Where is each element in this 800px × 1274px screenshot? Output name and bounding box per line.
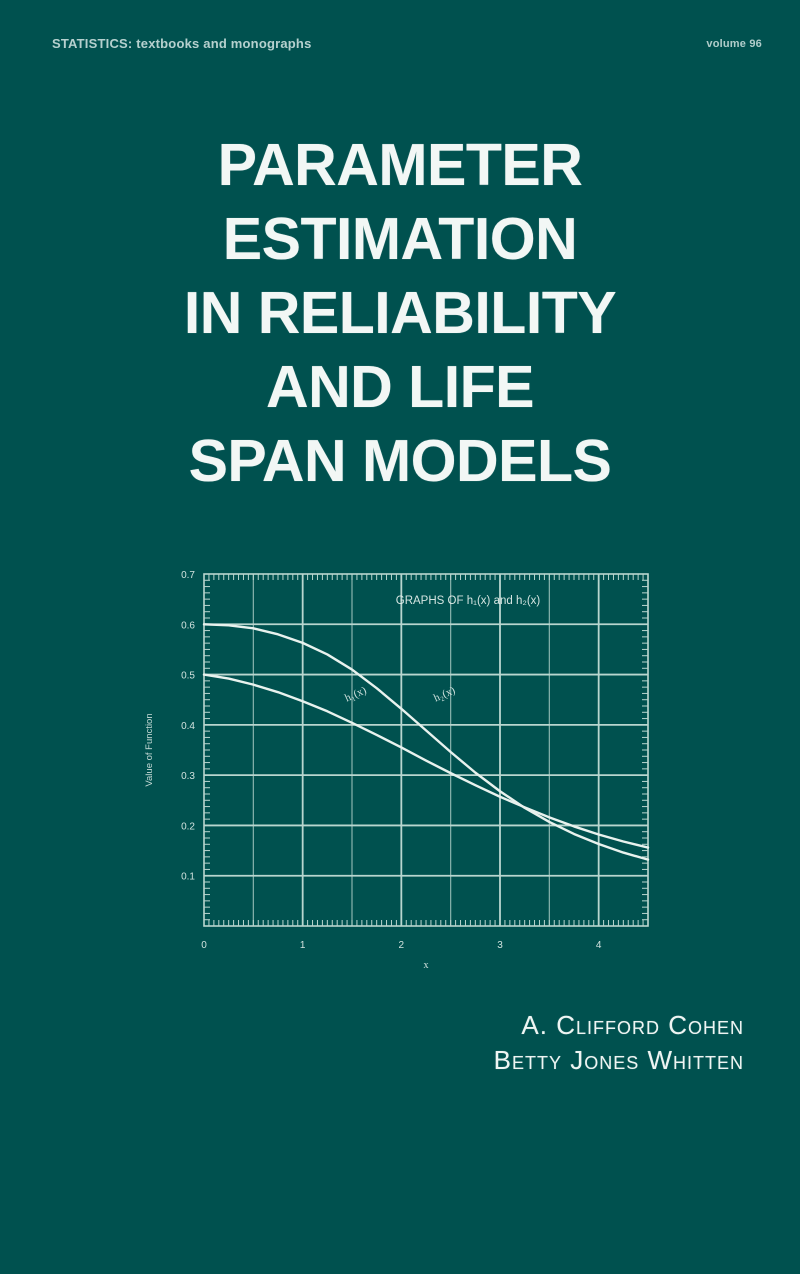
- title-line-1: PARAMETER: [217, 132, 583, 198]
- series-title: STATISTICS: textbooks and monographs: [52, 36, 312, 51]
- title-line-4: AND LIFE: [265, 354, 535, 420]
- y-axis-label: Value of Function: [144, 713, 155, 786]
- x-axis-label: x: [424, 960, 429, 971]
- cover-chart: h₁(x) h₂(x) GRAPHS OF h₁(x) and h₂(x) 0.1 0.…: [130, 558, 670, 978]
- author-block: A. Clifford Cohen Betty Jones Whitten: [494, 1008, 744, 1078]
- x-tick-label: 4: [596, 940, 602, 951]
- data-curve-1: [202, 673, 650, 849]
- title-line-5: SPAN MODELS: [188, 428, 612, 494]
- x-tick-label: 1: [300, 940, 306, 951]
- y-tick-label: 0.7: [181, 570, 195, 581]
- y-tick-label: 0.3: [181, 771, 195, 782]
- x-tick-label: 3: [497, 940, 503, 951]
- x-tick-label: 2: [399, 940, 405, 951]
- title-line-2: ESTIMATION: [222, 206, 578, 272]
- y-tick-label: 0.4: [181, 721, 195, 732]
- curve-label-2: h₂(x): [432, 684, 457, 704]
- data-curve-2: [202, 623, 650, 861]
- chart-title: GRAPHS OF h₁(x) and h₂(x): [396, 595, 541, 607]
- x-tick-label: 0: [201, 940, 207, 951]
- author-name-1: A. Clifford Cohen: [521, 1010, 744, 1040]
- plot-frame: [203, 573, 649, 927]
- y-tick-label: 0.2: [181, 821, 195, 832]
- series-header: STATISTICS: textbooks and monographs vol…: [0, 36, 800, 60]
- y-tick-label: 0.1: [181, 872, 195, 883]
- volume-number: volume 96: [706, 38, 762, 50]
- chart-svg: h₁(x) h₂(x) GRAPHS OF h₁(x) and h₂(x) 0.1 0.…: [144, 570, 650, 971]
- y-tick-label: 0.6: [181, 620, 195, 631]
- curve-label-1: h₁(x): [343, 684, 368, 704]
- y-tick-label: 0.5: [181, 671, 195, 682]
- book-title: PARAMETER ESTIMATION IN RELIABILITY AND …: [0, 128, 800, 498]
- title-line-3: IN RELIABILITY: [183, 280, 617, 346]
- author-name-2: Betty Jones Whitten: [493, 1045, 744, 1075]
